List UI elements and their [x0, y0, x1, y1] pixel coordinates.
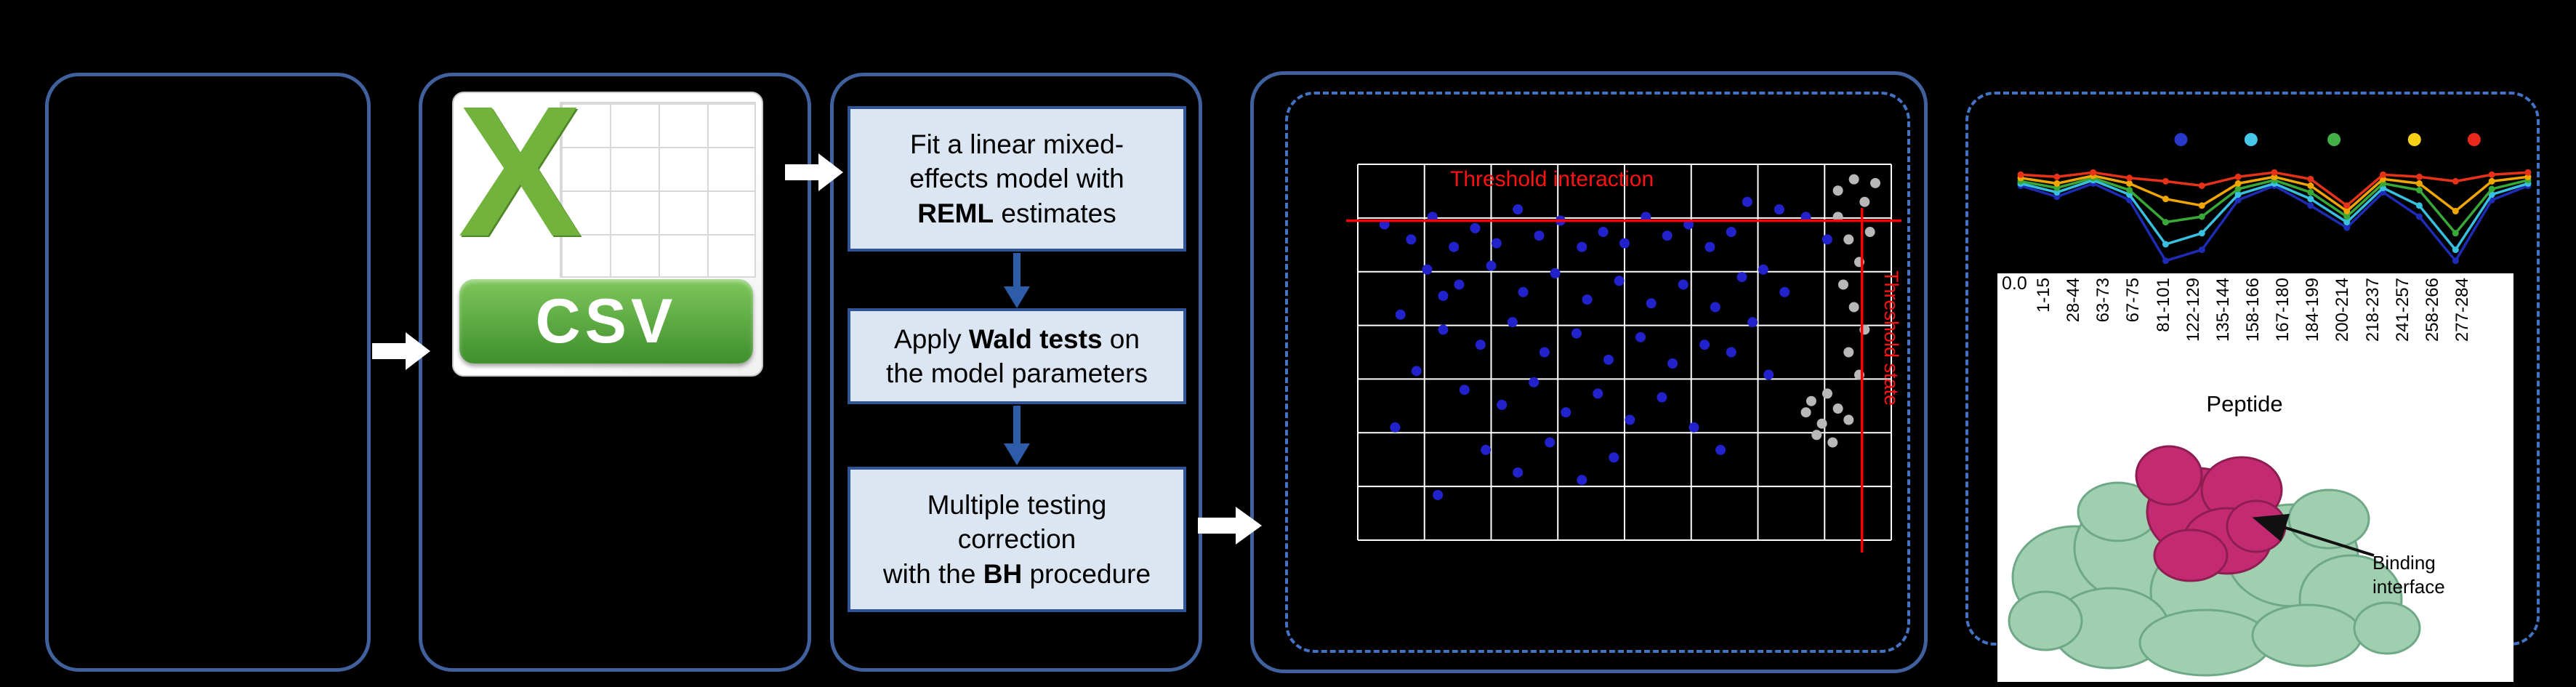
csv-banner-label: CSV — [535, 286, 677, 356]
peptide-axis-label: 277-284 — [2452, 278, 2472, 342]
threshold-state-label: Threshold state — [1880, 270, 1902, 406]
step-box-wald: Apply Wald tests on the model parameters — [848, 308, 1186, 404]
step-text-line: correction — [957, 524, 1076, 555]
peptide-axis-label: 218-237 — [2362, 278, 2383, 342]
peptide-axis-label: 200-214 — [2333, 278, 2353, 342]
binding-interface-surface — [2135, 445, 2287, 582]
spreadsheet-grid — [560, 102, 756, 278]
step-text-line: Multiple testing — [927, 489, 1107, 520]
peptide-axis-label: 135-144 — [2213, 278, 2233, 342]
flow-arrow-right-3 — [1198, 507, 1262, 545]
peptide-axis-label: 241-257 — [2392, 278, 2412, 342]
volcano-plot — [1346, 164, 1901, 553]
step-arrow-down-1 — [1004, 253, 1030, 308]
scatter-series-grey-points — [1800, 174, 1880, 448]
step-box-lmm: Fit a linear mixed- effects model with R… — [848, 106, 1186, 252]
binding-interface-arrow — [2252, 513, 2375, 557]
csv-banner: CSV — [459, 279, 753, 363]
step-text-line: the model parameters — [886, 358, 1148, 388]
step-text-line: Apply Wald tests on — [894, 324, 1140, 354]
peptide-axis-label: 1-15 — [2034, 278, 2053, 313]
peptide-axis-label: 158-166 — [2242, 278, 2263, 342]
csv-file-icon: X CSV — [452, 79, 763, 377]
results-axis-panel: 0.0 1-15 28-44 63-73 67-75 81-101 122-129 135-… — [1997, 273, 2513, 682]
peptide-axis-label: 28-44 — [2064, 278, 2084, 323]
panel-input — [45, 73, 371, 672]
peptide-axis-label: 167-180 — [2273, 278, 2293, 342]
time-legend-dots — [2174, 133, 2481, 146]
excel-x-glyph: X — [458, 68, 582, 276]
flow-arrow-right-1 — [372, 332, 430, 370]
peptide-axis-label: 81-101 — [2153, 278, 2173, 332]
uptake-series-series-red — [2017, 169, 2532, 209]
step-arrow-down-2 — [1004, 406, 1030, 465]
flow-arrow-right-2 — [785, 153, 843, 191]
binding-interface-label: Binding interface — [2372, 552, 2445, 598]
peptide-axis-label: 122-129 — [2183, 278, 2203, 342]
step-text-line: Fit a linear mixed- — [909, 129, 1124, 159]
step-text-line: REML estimates — [917, 198, 1116, 228]
step-box-bh: Multiple testing correction with the BH … — [848, 467, 1186, 612]
peptide-axis-labels: 1-15 28-44 63-73 67-75 81-101 122-129 135-144 1… — [2034, 278, 2472, 388]
panel-volcano-outer — [1250, 71, 1928, 673]
step-text-line: with the BH procedure — [882, 558, 1151, 589]
protein-structure — [2008, 445, 2421, 677]
peptide-axis-title: Peptide — [2206, 391, 2283, 417]
peptide-axis-label: 184-199 — [2303, 278, 2323, 342]
peptide-axis-label: 63-73 — [2093, 278, 2114, 323]
peptide-axis-label: 258-266 — [2422, 278, 2442, 342]
y-axis-tick-label: 0.0 — [2002, 273, 2027, 294]
peptide-axis-label: 67-75 — [2123, 278, 2144, 323]
uptake-line-chart — [2017, 133, 2532, 265]
panel-volcano-dashed — [1285, 92, 1910, 653]
threshold-interaction-label: Threshold interaction — [1450, 167, 1654, 191]
scatter-series-blue-points — [1379, 196, 1832, 500]
step-text-line: effects model with — [909, 164, 1124, 194]
